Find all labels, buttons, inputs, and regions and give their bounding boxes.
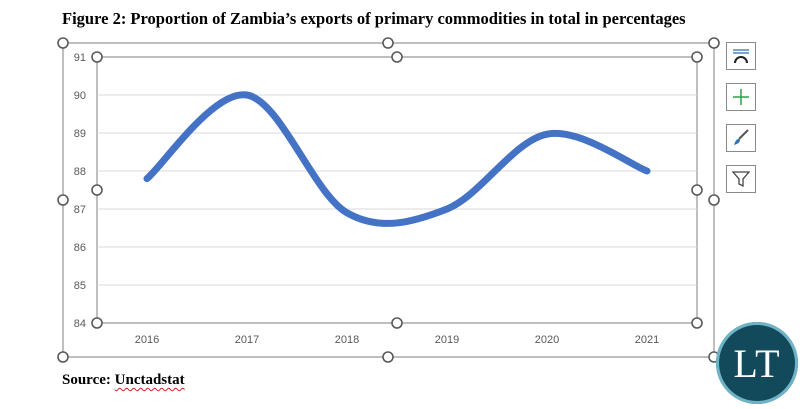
figure-title: Figure 2: Proportion of Zambia’s exports…: [62, 9, 686, 28]
plot-area-resize-handle[interactable]: [91, 51, 103, 63]
plot-area-resize-handle[interactable]: [691, 317, 703, 329]
chart-area-resize-handle[interactable]: [708, 37, 720, 49]
chart-area-frame: [62, 42, 715, 358]
chart-area-resize-handle[interactable]: [708, 194, 720, 206]
x-tick-label: 2019: [435, 334, 459, 346]
y-tick-label: 90: [74, 90, 86, 102]
chart-area-resize-handle[interactable]: [382, 37, 394, 49]
plot-area-resize-handle[interactable]: [391, 317, 403, 329]
add-chart-element-button[interactable]: [726, 83, 756, 111]
x-tick-label: 2016: [135, 334, 159, 346]
plus-icon: [733, 89, 749, 105]
chart-elements-layout-button[interactable]: [726, 42, 756, 70]
y-tick-label: 88: [74, 166, 86, 178]
chart-area-resize-handle[interactable]: [57, 351, 69, 363]
chart-area-resize-handle[interactable]: [57, 37, 69, 49]
plot-area-resize-handle[interactable]: [91, 317, 103, 329]
source-label: Source:: [62, 372, 115, 388]
x-tick-label: 2017: [235, 334, 259, 346]
chart-filters-button[interactable]: [726, 165, 756, 193]
brush-icon: [734, 129, 749, 145]
source-name: Unctadstat: [114, 372, 185, 388]
chart-styles-button[interactable]: [726, 124, 756, 152]
plot-area-resize-handle[interactable]: [91, 184, 103, 196]
chart-area-resize-handle[interactable]: [57, 194, 69, 206]
x-tick-label: 2021: [635, 334, 659, 346]
y-tick-label: 87: [74, 204, 86, 216]
plot-area-resize-handle[interactable]: [691, 184, 703, 196]
filter-icon: [731, 171, 751, 188]
plot-area-resize-handle[interactable]: [391, 51, 403, 63]
chart-area-resize-handle[interactable]: [382, 351, 394, 363]
y-tick-label: 89: [74, 128, 86, 140]
y-tick-label: 91: [74, 52, 86, 64]
x-tick-label: 2020: [535, 334, 559, 346]
y-tick-label: 84: [74, 318, 86, 330]
series-line: [143, 91, 651, 227]
source-note: Source: Unctadstat: [62, 372, 185, 389]
plot-area-resize-handle[interactable]: [691, 51, 703, 63]
y-tick-label: 86: [74, 242, 86, 254]
plot-area-frame: [96, 56, 698, 324]
y-tick-label: 85: [74, 280, 86, 292]
lt-logo: LT: [716, 322, 798, 404]
logo-text: LT: [733, 340, 781, 386]
x-tick-label: 2018: [335, 334, 359, 346]
chart-elements-layout-icon: [733, 49, 749, 64]
